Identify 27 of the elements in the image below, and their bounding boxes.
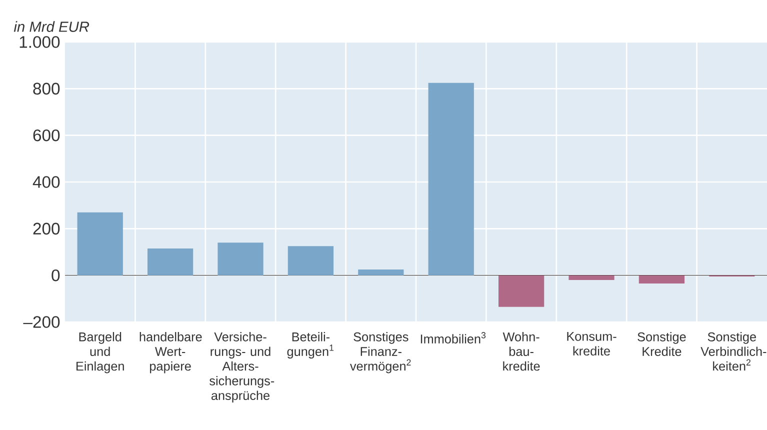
bar — [77, 212, 123, 276]
bar — [638, 275, 685, 284]
bar — [428, 82, 474, 276]
x-tick-label: Bargeld und Einlagen — [76, 332, 124, 374]
x-tick-label: handelbare Wert- papiere — [140, 332, 202, 374]
y-tick-label: –200 — [23, 316, 60, 328]
x-tick-label: Konsum- kredite — [567, 332, 616, 356]
bar — [218, 242, 264, 276]
y-tick-label: 0 — [52, 269, 60, 282]
bar — [147, 248, 194, 276]
y-axis-title: in Mrd EUR — [14, 21, 90, 32]
x-tick-label: Sonstiges Finanz- vermögen$^{2}$ — [350, 332, 411, 374]
x-tick-label: Beteili- gungen$^{1}$ — [287, 332, 334, 359]
bar — [568, 275, 614, 280]
y-tick-label: 400 — [32, 176, 60, 188]
bar — [498, 275, 544, 307]
y-tick-label: 800 — [33, 82, 60, 95]
y-tick-label: 200 — [33, 222, 60, 235]
x-tick-label: Sonstige Kredite — [638, 332, 686, 356]
x-tick-label: Versiche- rungs- und Alters- sicherungs- ansprüche — [210, 332, 274, 403]
bar — [358, 270, 404, 276]
y-tick-label: 600 — [33, 129, 60, 142]
bar — [288, 246, 334, 276]
x-tick-label: Immobilien$^{3}$ — [420, 332, 486, 344]
x-tick-label: Sonstige Verbindlich- keiten$^{2}$ — [700, 332, 766, 371]
y-tick-label: 1.000 — [20, 36, 60, 48]
x-tick-label: Wohn- bau- kredite — [502, 332, 540, 371]
